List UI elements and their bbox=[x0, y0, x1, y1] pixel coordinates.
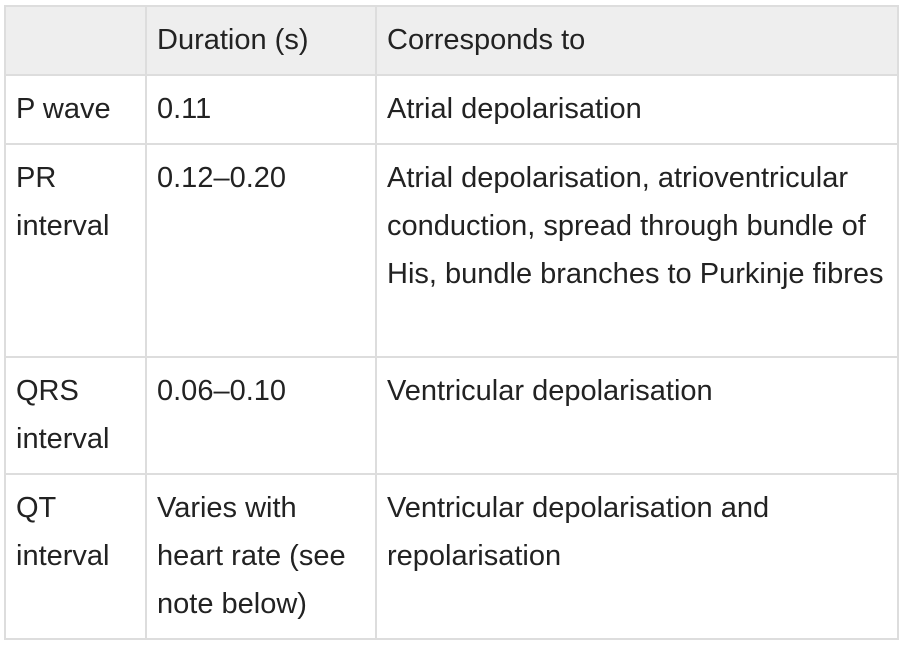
wave-name-cell: QT interval bbox=[4, 473, 147, 640]
wave-name-cell: QRS interval bbox=[4, 356, 147, 475]
header-cell-corresponds-to: Corresponds to bbox=[375, 5, 899, 76]
ecg-intervals-table: Duration (s) Corresponds to P wave 0.11 … bbox=[4, 5, 899, 640]
table-row: P wave 0.11 Atrial depolarisation bbox=[4, 74, 899, 145]
table-row: QT interval Varies with heart rate (see … bbox=[4, 473, 899, 640]
header-cell-blank bbox=[4, 5, 147, 76]
wave-name-cell: PR interval bbox=[4, 143, 147, 358]
corresponds-to-cell: Ventricular depolarisation bbox=[375, 356, 899, 475]
header-cell-duration: Duration (s) bbox=[145, 5, 377, 76]
duration-cell: 0.06–0.10 bbox=[145, 356, 377, 475]
wave-name-cell: P wave bbox=[4, 74, 147, 145]
duration-cell: 0.12–0.20 bbox=[145, 143, 377, 358]
table-header-row: Duration (s) Corresponds to bbox=[4, 5, 899, 76]
duration-cell: 0.11 bbox=[145, 74, 377, 145]
corresponds-to-cell: Ventricular depolarisation and repolaris… bbox=[375, 473, 899, 640]
duration-cell: Varies with heart rate (see note below) bbox=[145, 473, 377, 640]
corresponds-to-cell: Atrial depolarisation, atrioventricular … bbox=[375, 143, 899, 358]
table-row: QRS interval 0.06–0.10 Ventricular depol… bbox=[4, 356, 899, 475]
table-row: PR interval 0.12–0.20 Atrial depolarisat… bbox=[4, 143, 899, 358]
corresponds-to-cell: Atrial depolarisation bbox=[375, 74, 899, 145]
